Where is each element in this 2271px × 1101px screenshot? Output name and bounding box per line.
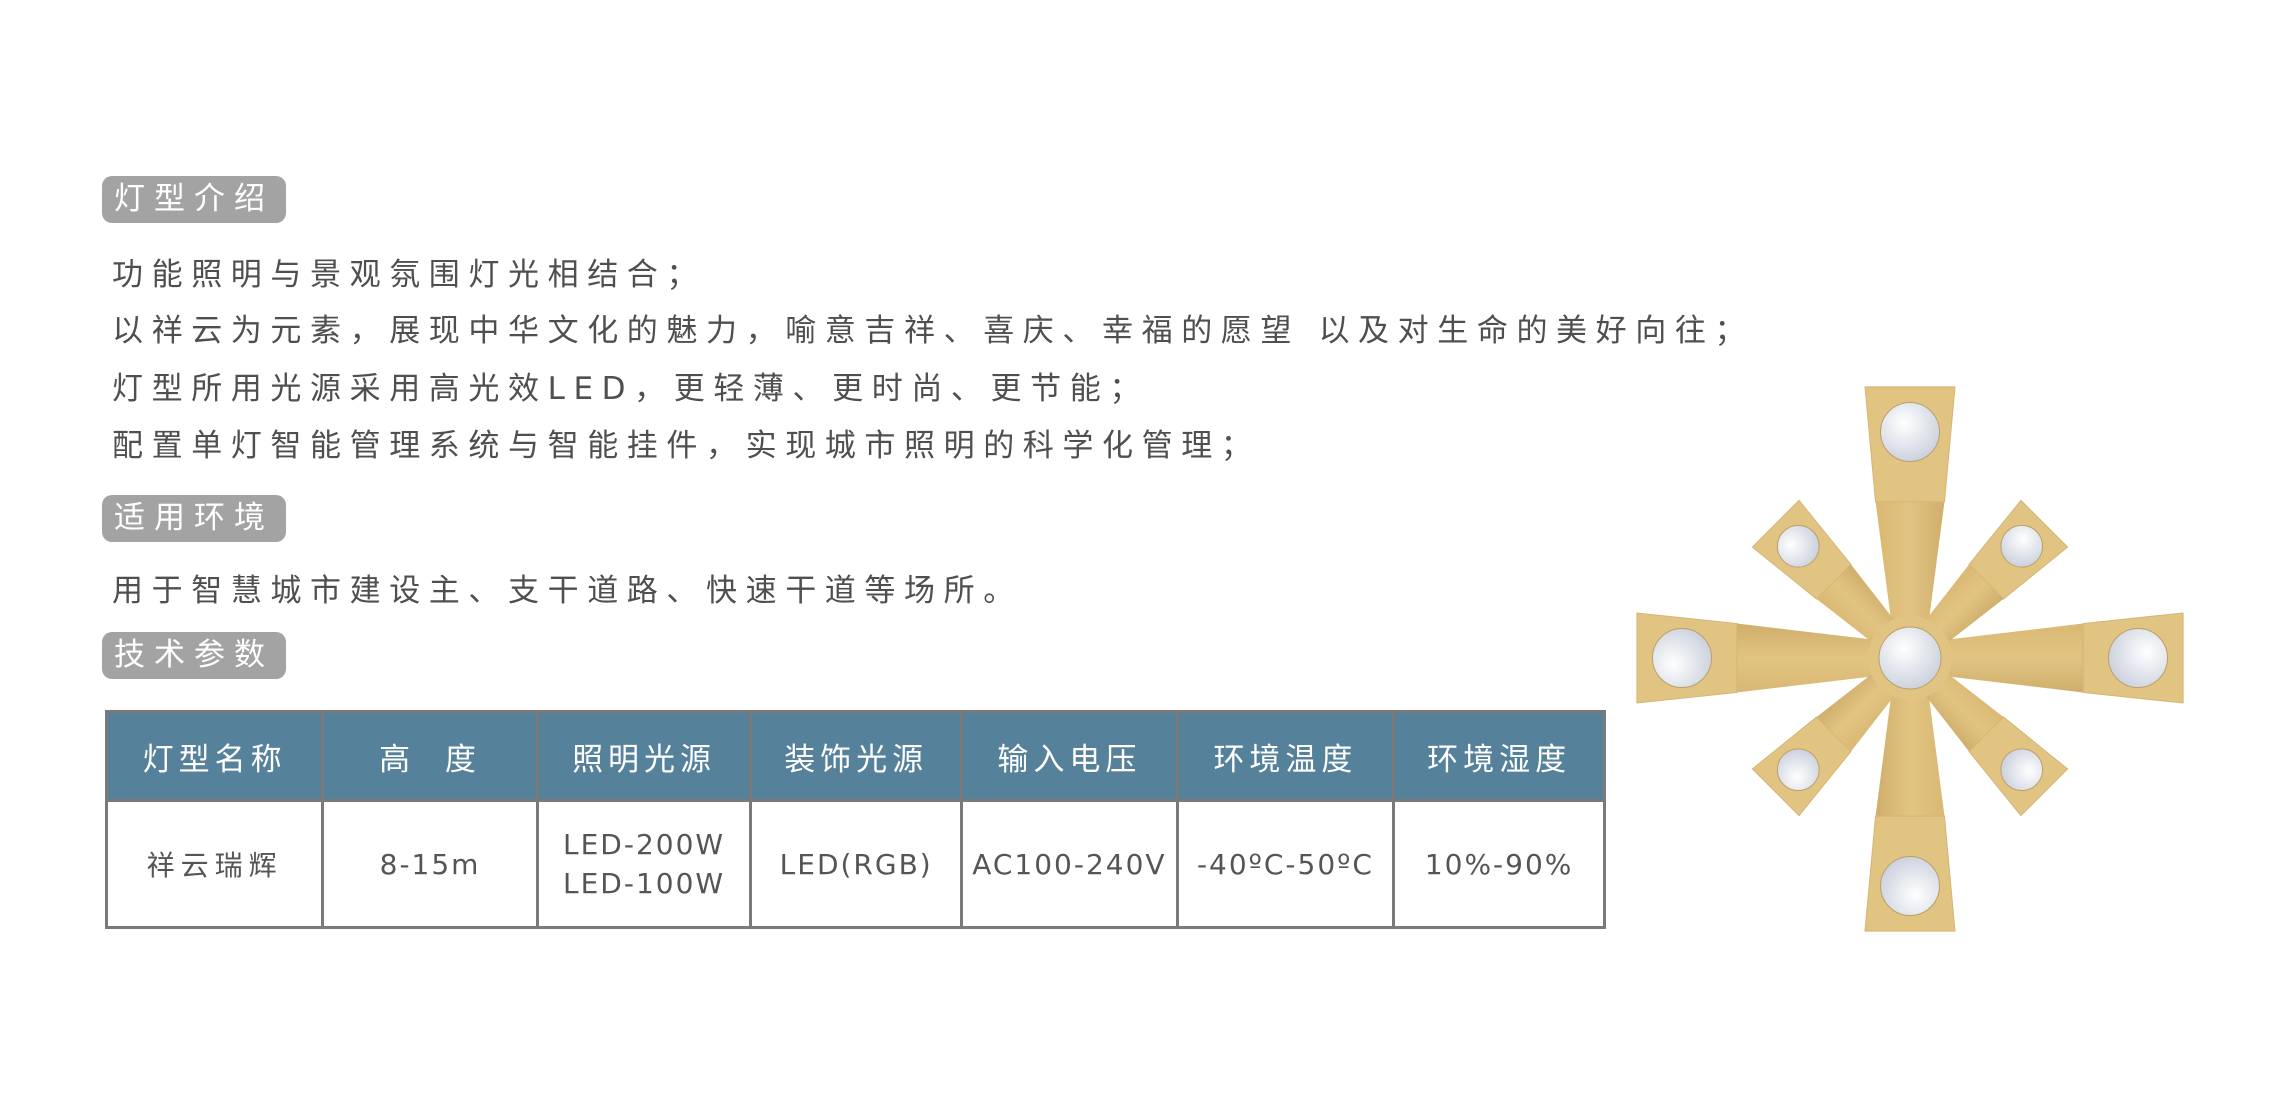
lighting-source-1: LED-200W (563, 828, 726, 861)
intro-line-2: 以祥云为元素，展现中华文化的魅力，喻意吉祥、喜庆、幸福的愿望 以及对生命的美好向… (112, 313, 1755, 349)
header-input-voltage: 输入电压 (960, 710, 1179, 802)
badge-intro: 灯型介绍 (102, 176, 286, 223)
header-lighting-source: 照明光源 (535, 710, 753, 802)
header-decorative-source: 装饰光源 (749, 710, 964, 802)
intro-line-3: 灯型所用光源采用高光效LED，更轻薄、更时尚、更节能； (112, 371, 1149, 407)
environment-line: 用于智慧城市建设主、支干道路、快速干道等场所。 (112, 573, 1023, 609)
header-temperature: 环境温度 (1175, 710, 1396, 802)
lighting-source-2: LED-100W (563, 867, 726, 900)
cell-temperature: -40ºC-50ºC (1175, 799, 1396, 929)
intro-line-4: 配置单灯智能管理系统与智能挂件，实现城市照明的科学化管理； (112, 428, 1261, 464)
lamp-bulb (1879, 401, 1941, 463)
lamp-bulb (2000, 748, 2044, 792)
cell-humidity: 10%-90% (1392, 799, 1606, 929)
lamp-bulb (2107, 627, 2169, 689)
spec-table: 灯型名称 高 度 照明光源 装饰光源 输入电压 环境温度 环境湿度 祥云瑞辉 8… (104, 710, 1606, 929)
header-humidity: 环境湿度 (1392, 710, 1606, 802)
table-header-row: 灯型名称 高 度 照明光源 装饰光源 输入电压 环境温度 环境湿度 (104, 710, 1606, 802)
lamp-top-view-icon (1636, 386, 2184, 932)
lamp-bulb (1651, 627, 1713, 689)
lamp-arm (1636, 612, 1910, 704)
lamp-bulb (1776, 524, 1820, 568)
cell-lighting-source: LED-200W LED-100W (535, 799, 753, 929)
cell-height: 8-15m (321, 799, 539, 929)
cell-input-voltage: AC100-240V (960, 799, 1179, 929)
lamp-bulb (2000, 524, 2044, 568)
badge-specs: 技术参数 (102, 632, 286, 679)
header-height: 高 度 (321, 710, 539, 802)
header-name: 灯型名称 (104, 710, 325, 802)
table-row: 祥云瑞辉 8-15m LED-200W LED-100W LED(RGB) AC… (104, 799, 1606, 929)
lamp-arm (1910, 612, 2184, 704)
cell-decorative-source: LED(RGB) (749, 799, 964, 929)
lamp-bulb (1879, 855, 1941, 917)
lamp-bulb (1776, 748, 1820, 792)
lamp-center-bulb (1878, 626, 1942, 690)
badge-environment: 适用环境 (102, 495, 286, 542)
lamp-arm (1864, 658, 1956, 932)
cell-name: 祥云瑞辉 (104, 799, 325, 929)
intro-line-1: 功能照明与景观氛围灯光相结合； (112, 257, 706, 293)
